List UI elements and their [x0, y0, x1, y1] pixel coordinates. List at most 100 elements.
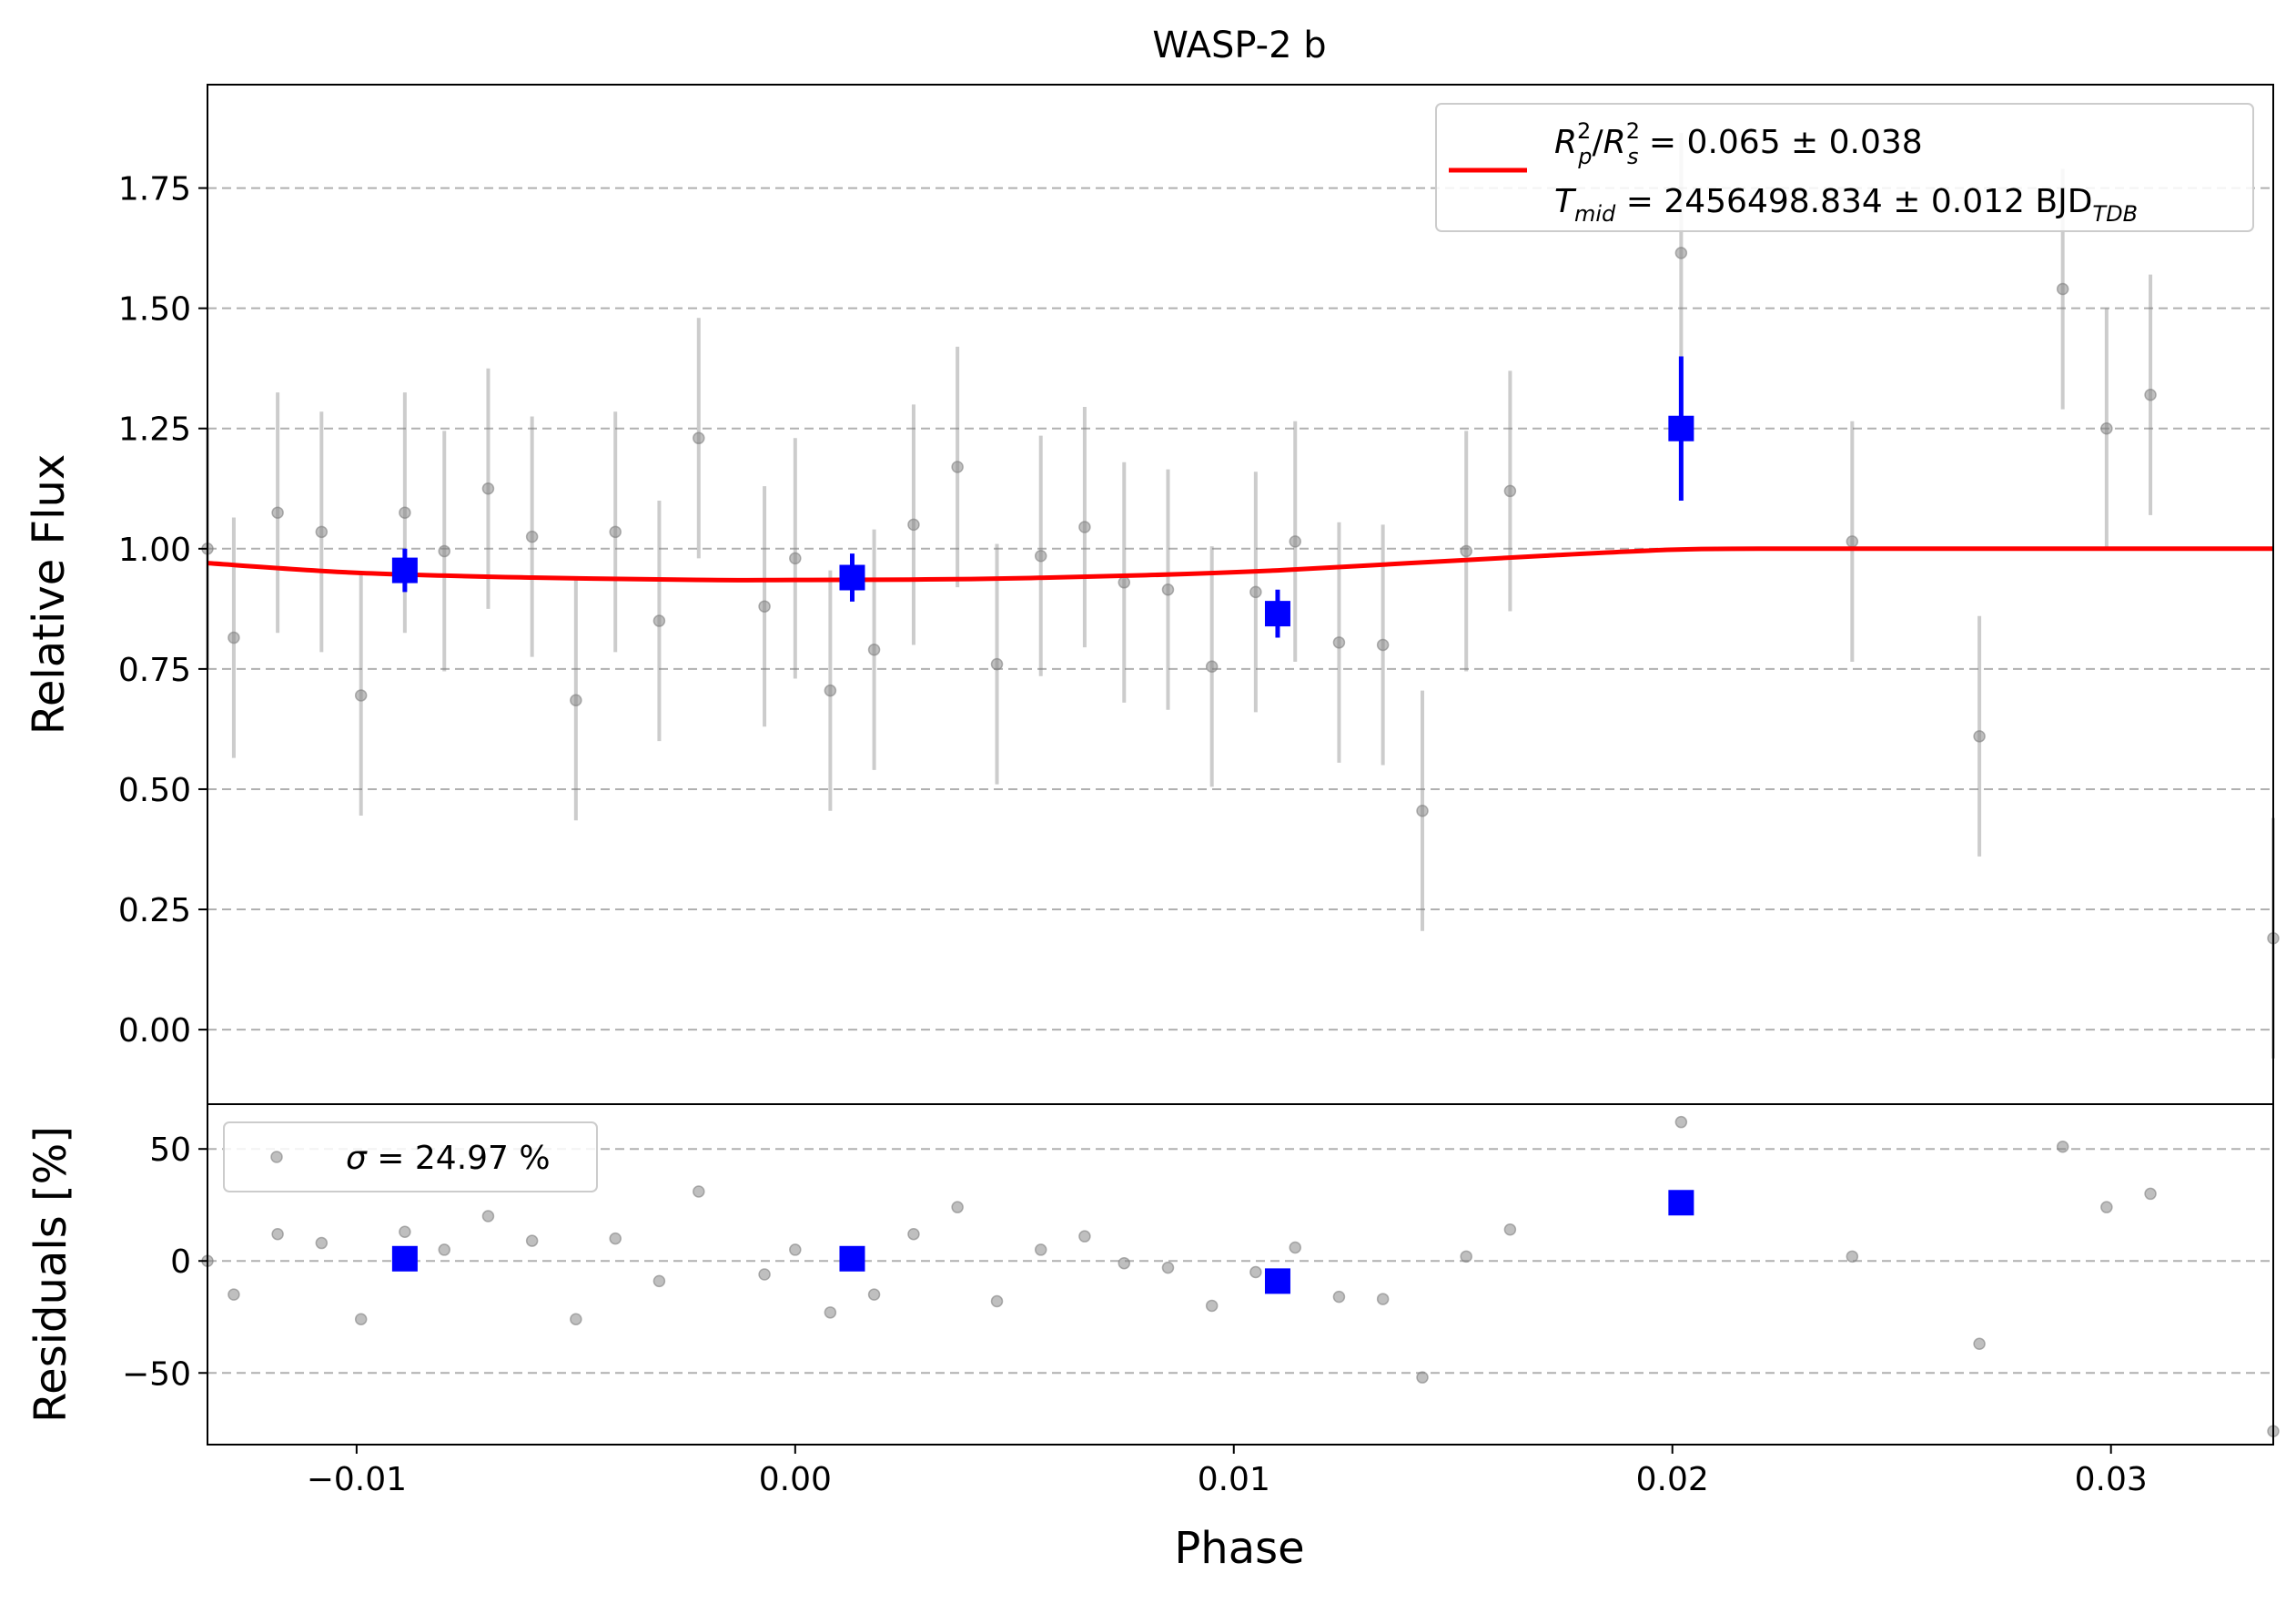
residual-point: [652, 1274, 666, 1288]
residual-point: [789, 1243, 802, 1256]
flux-point: [228, 631, 240, 644]
residual-binned-point: [839, 1245, 865, 1272]
flux-y-axis-label: Relative Flux: [24, 454, 75, 736]
flux-point: [481, 482, 495, 495]
transit-model-curve: [207, 546, 2273, 583]
residual-point: [758, 1268, 771, 1281]
residual-point: [2144, 1187, 2157, 1201]
residual-point: [693, 1185, 705, 1198]
flux-point: [1674, 247, 1688, 259]
flux-y-tick-label: 1.75: [118, 171, 191, 208]
residual-point: [1674, 1115, 1688, 1129]
binned-point: [839, 564, 865, 591]
legend-tmid-entry: Tmid = 2456498.834 ± 0.012 BJDTDB: [1554, 183, 2138, 227]
residual-point: [1118, 1256, 1131, 1270]
flux-point: [1416, 804, 1429, 817]
residual-point: [824, 1306, 837, 1319]
flux-point: [1118, 576, 1131, 589]
residual-binned-point: [391, 1245, 418, 1272]
flux-y-tick-label: 0.50: [118, 772, 191, 809]
flux-legend-box: [1435, 103, 2254, 232]
flux-point: [609, 525, 622, 539]
residual-point: [525, 1234, 539, 1247]
residual-point: [2100, 1201, 2113, 1213]
flux-point: [354, 689, 368, 702]
residual-binned-point: [1668, 1190, 1694, 1216]
residuals-panel-border: [207, 1103, 2274, 1446]
residual-point: [990, 1294, 1004, 1308]
binned-point: [1264, 601, 1290, 627]
residual-point: [315, 1236, 329, 1250]
flux-y-tick-label: 0.25: [118, 892, 191, 929]
residual-point: [1503, 1223, 1517, 1236]
residuals-y-tick-label: −50: [122, 1355, 191, 1393]
residual-point: [1289, 1241, 1301, 1254]
residual-point: [1205, 1299, 1219, 1313]
flux-point: [951, 461, 964, 473]
flux-y-tick-label: 0.00: [118, 1012, 191, 1050]
flux-point: [1376, 638, 1390, 652]
residual-point: [907, 1227, 920, 1241]
phase-x-tick-label: 0.02: [1636, 1461, 1709, 1498]
flux-point: [789, 552, 802, 565]
residual-point: [951, 1201, 964, 1213]
binned-point: [391, 557, 418, 583]
residuals-y-tick-label: 50: [149, 1131, 191, 1169]
flux-point: [570, 694, 582, 706]
residual-point: [570, 1313, 582, 1325]
residual-point: [1460, 1250, 1472, 1263]
phase-x-tick-label: 0.01: [1198, 1461, 1270, 1498]
flux-point: [867, 644, 881, 656]
phase-x-tick-label: −0.01: [307, 1461, 407, 1498]
flux-binned-points: [391, 356, 1694, 638]
phase-x-tick-label: 0.00: [759, 1461, 832, 1498]
flux-point: [1460, 544, 1472, 558]
residual-point: [1332, 1290, 1346, 1304]
residual-point: [438, 1243, 451, 1256]
flux-point: [758, 600, 771, 613]
flux-point: [1503, 484, 1517, 498]
phase-x-tick-label: 0.03: [2075, 1461, 2148, 1498]
chart-title: WASP-2 b: [1152, 25, 1326, 66]
flux-point: [525, 530, 539, 543]
residual-point: [1161, 1261, 1175, 1274]
flux-y-ticks: 0.00 0.25 0.50 0.75 1.00 1.25 1.50 1.75: [118, 171, 207, 1050]
flux-point: [1205, 660, 1219, 673]
flux-legend: R2 p/R2 s = 0.065 ± 0.038 Tmid = 2456498.8…: [1435, 103, 2254, 232]
residual-point: [1376, 1293, 1390, 1305]
phase-x-ticks: −0.01 0.00 0.01 0.02 0.03: [307, 1445, 2148, 1498]
flux-point: [399, 506, 411, 519]
flux-point: [271, 506, 284, 519]
residual-points: [201, 1115, 2280, 1437]
flux-point: [2100, 421, 2113, 435]
flux-point: [315, 525, 329, 539]
flux-point: [1034, 549, 1047, 563]
residual-point: [481, 1210, 495, 1223]
residual-point: [609, 1232, 622, 1245]
residuals-grid: [207, 1148, 2273, 1375]
flux-point: [2056, 282, 2069, 296]
residuals-y-tick-label: 0: [170, 1243, 191, 1281]
flux-point: [438, 544, 451, 558]
flux-panel: 0.00 0.25 0.50 0.75 1.00 1.25 1.50 1.75 R2 p/R2 s…: [24, 84, 2280, 1105]
flux-point: [1332, 636, 1346, 649]
residual-point: [1078, 1230, 1091, 1243]
residual-point: [399, 1225, 411, 1238]
legend-depth-entry: R2 p/R2 s = 0.065 ± 0.038: [1554, 118, 1923, 169]
flux-y-tick-label: 1.00: [118, 532, 191, 569]
residual-point: [1973, 1337, 1986, 1351]
legend-sigma-entry: σ = 24.97 %: [346, 1140, 551, 1177]
residual-point: [1249, 1265, 1262, 1279]
residual-binned-point: [1264, 1268, 1290, 1294]
residual-point: [1416, 1371, 1429, 1384]
binned-point: [1668, 415, 1694, 441]
flux-y-tick-label: 1.25: [118, 411, 191, 449]
flux-point: [1249, 585, 1262, 599]
flux-point: [693, 431, 705, 445]
phase-x-axis-label: Phase: [1174, 1523, 1304, 1574]
flux-y-tick-label: 1.50: [118, 291, 191, 329]
residuals-legend: σ = 24.97 %: [223, 1121, 598, 1192]
flux-point: [824, 684, 837, 697]
flux-point: [652, 614, 666, 627]
